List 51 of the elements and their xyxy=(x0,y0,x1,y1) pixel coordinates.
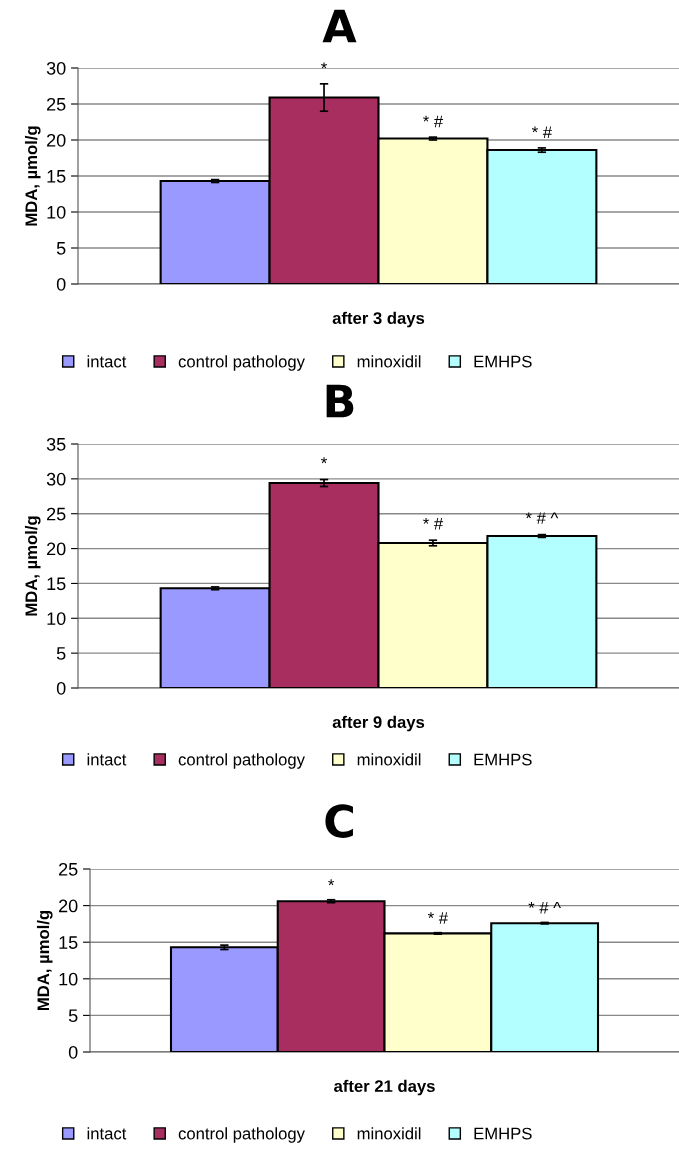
y-tick-label: 5 xyxy=(56,242,66,255)
y-axis-title: MDA, µmol/g xyxy=(24,516,41,616)
y-tick-label: 30 xyxy=(46,61,66,75)
y-tick-label: 10 xyxy=(47,612,66,626)
chart-title: A xyxy=(322,9,357,43)
y-tick-label: 10 xyxy=(47,205,66,219)
data-label: * # ^ xyxy=(528,902,561,914)
y-tick-label: 5 xyxy=(56,647,66,660)
legend-label: minoxidil xyxy=(357,1127,421,1140)
y-tick-label: 25 xyxy=(59,862,78,876)
legend-label: control pathology xyxy=(178,753,305,769)
data-label: * # xyxy=(531,126,553,138)
legend-label: intact xyxy=(87,753,127,766)
y-tick-label: 0 xyxy=(68,1045,78,1059)
legend-label: EMHPS xyxy=(474,1127,532,1140)
legend-label: intact xyxy=(87,1127,127,1140)
y-tick-label: 10 xyxy=(59,972,78,986)
y-tick-label: 15 xyxy=(59,936,78,949)
data-label: * # xyxy=(423,517,444,530)
x-tick-label: after 21 days xyxy=(334,1079,435,1096)
y-tick-label: 0 xyxy=(56,681,66,695)
legend-label: EMHPS xyxy=(474,753,532,766)
data-label: * xyxy=(328,879,335,886)
legend-label: control pathology xyxy=(178,1127,305,1143)
y-tick-label: 20 xyxy=(59,899,78,913)
y-tick-label: 25 xyxy=(47,507,66,521)
legend-label: EMHPS xyxy=(474,355,532,368)
data-label: * # ^ xyxy=(525,512,559,524)
x-tick-label: after 3 days xyxy=(332,311,425,328)
y-tick-label: 20 xyxy=(47,133,66,147)
data-label: * # xyxy=(427,912,448,924)
legend-label: intact xyxy=(87,355,127,368)
y-axis-title: MDA, µmol/g xyxy=(24,126,41,226)
y-tick-label: 15 xyxy=(47,170,66,183)
legend-label: minoxidil xyxy=(357,753,421,766)
y-tick-label: 30 xyxy=(46,472,66,486)
data-label: * # xyxy=(423,115,444,128)
data-label: * xyxy=(321,62,328,69)
y-tick-label: 5 xyxy=(68,1009,78,1023)
data-label: * xyxy=(321,457,328,464)
y-tick-label: 35 xyxy=(46,437,66,451)
chart-title: C xyxy=(325,804,353,838)
y-tick-label: 20 xyxy=(47,542,66,556)
legend-label: control pathology xyxy=(178,355,305,371)
y-axis-title: MDA, µmol/g xyxy=(36,910,53,1011)
legend-label: minoxidil xyxy=(357,355,421,368)
chart-title: B xyxy=(326,384,354,418)
y-tick-label: 0 xyxy=(56,277,66,291)
x-tick-label: after 9 days xyxy=(332,715,425,732)
y-tick-label: 25 xyxy=(47,97,66,111)
y-tick-label: 15 xyxy=(47,577,66,591)
